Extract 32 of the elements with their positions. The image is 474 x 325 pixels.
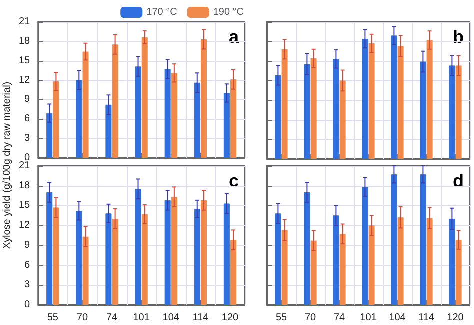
x-tick-label: 74 xyxy=(106,312,118,324)
x-tick-label: 101 xyxy=(133,312,150,324)
y-tick-label: 3 xyxy=(24,133,31,144)
y-tick-label: 9 xyxy=(24,94,31,106)
y-tick-label: 12 xyxy=(19,220,31,232)
y-tick-label: 21 xyxy=(19,16,31,28)
legend-label: 170 °C xyxy=(146,7,178,18)
y-tick-label: 6 xyxy=(24,114,31,125)
x-tick-label: 120 xyxy=(447,312,464,324)
y-tick-label: 15 xyxy=(19,55,31,66)
y-tick-label: 12 xyxy=(19,74,31,86)
x-tick-label: 120 xyxy=(222,312,239,324)
legend-label: 190 °C xyxy=(213,7,244,18)
x-tick-label: 114 xyxy=(418,312,435,324)
y-tick-label: 0 xyxy=(24,300,31,310)
y-axis-title: Xylose yield (g/100g dry raw material) xyxy=(2,81,14,249)
x-tick-label: 55 xyxy=(276,312,288,324)
x-tick-label: 55 xyxy=(47,312,59,324)
x-tick-label: 104 xyxy=(162,312,180,324)
y-tick-label: 18 xyxy=(19,36,31,47)
x-tick-label: 70 xyxy=(304,312,316,324)
y-tick-label: 3 xyxy=(24,280,31,291)
x-tick-label: 101 xyxy=(360,312,378,324)
y-tick-label: 21 xyxy=(19,160,31,172)
y-tick-label: 6 xyxy=(24,260,31,271)
y-tick-label: 18 xyxy=(19,180,31,192)
x-tick-label: 74 xyxy=(334,312,346,324)
x-tick-label: 70 xyxy=(76,312,88,324)
x-tick-label: 114 xyxy=(192,312,210,324)
y-tick-label: 15 xyxy=(19,200,31,212)
y-tick-label: 9 xyxy=(24,240,31,251)
x-tick-label: 104 xyxy=(389,312,406,324)
